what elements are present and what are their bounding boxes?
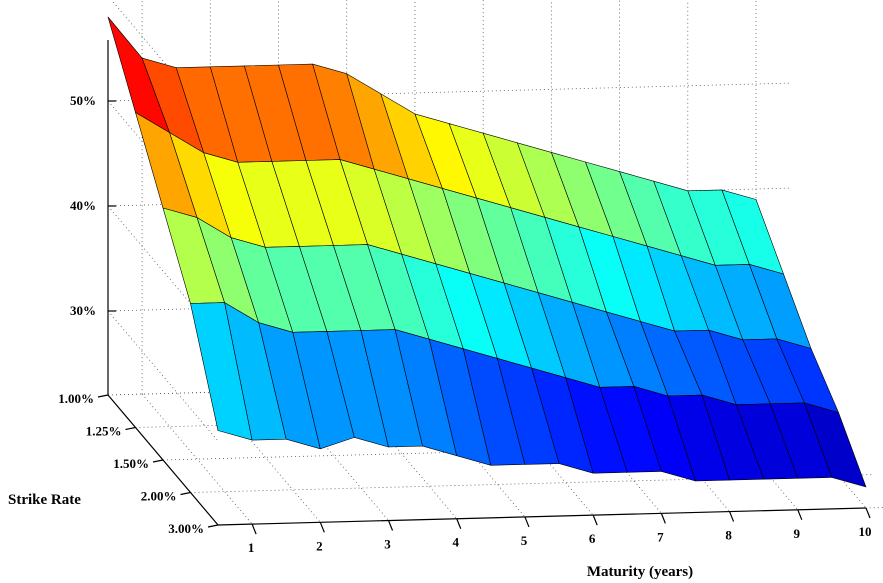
z-tick-label: 60%: [70, 0, 96, 3]
maturity-tick-label: 2: [316, 538, 323, 553]
grid-line: [107, 100, 219, 232]
grid-line: [110, 0, 219, 127]
ticks-layer: 30% 40% 50% 60% 1.00% 1.25% 1.50% 2.00% 3.00% 1 2 3…: [58, 0, 871, 555]
maturity-tick-mark: [456, 518, 462, 529]
strike-tick-mark: [125, 426, 136, 431]
maturity-axis-line: [217, 507, 867, 526]
strike-tick-label: 2.00%: [141, 489, 177, 504]
maturity-tick-mark: [729, 511, 735, 522]
maturity-tick-mark: [387, 520, 394, 531]
x-axis-title: Maturity (years): [587, 564, 693, 580]
z-tick-label: 50%: [70, 93, 96, 108]
strike-tick-mark: [180, 491, 191, 496]
surface-patch: [804, 402, 867, 488]
maturity-tick-mark: [251, 523, 257, 535]
y-axis-title: Strike Rate: [8, 492, 81, 508]
maturity-tick-label: 5: [521, 533, 528, 548]
maturity-tick-label: 9: [794, 526, 801, 541]
maturity-tick-label: 8: [725, 528, 732, 543]
maturity-tick-label: 7: [657, 529, 664, 544]
strike-tick-mark: [207, 524, 219, 528]
z-tick-label: 40%: [70, 198, 96, 213]
maturity-tick-mark: [797, 509, 803, 521]
maturity-tick-mark: [319, 522, 325, 533]
grid-line: [107, 310, 219, 442]
maturity-tick-mark: [524, 516, 530, 528]
maturity-tick-label: 10: [859, 524, 872, 539]
maturity-tick-mark: [660, 513, 666, 524]
grid-line: [107, 205, 219, 337]
grid-line: [107, 82, 791, 102]
strike-tick-mark: [152, 459, 164, 463]
z-tick-label: 30%: [70, 303, 96, 318]
maturity-tick-mark: [865, 507, 871, 519]
maturity-tick-label: 3: [384, 537, 391, 552]
maturity-tick-label: 1: [248, 540, 255, 555]
strike-tick-mark: [97, 394, 109, 398]
strike-tick-label: 1.25%: [86, 424, 122, 439]
strike-tick-label: 1.00%: [58, 391, 94, 406]
surface-layer: [107, 16, 867, 488]
grid-line: [141, 393, 253, 525]
strike-tick-label: 3.00%: [168, 521, 204, 536]
maturity-tick-label: 4: [452, 535, 459, 550]
strike-tick-label: 1.50%: [113, 456, 149, 471]
maturity-tick-label: 6: [589, 531, 596, 546]
maturity-tick-mark: [592, 514, 598, 526]
